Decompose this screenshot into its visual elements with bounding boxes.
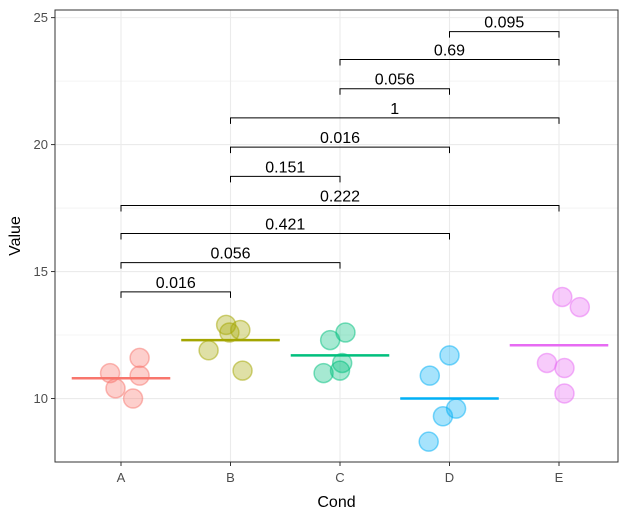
data-point [129, 365, 150, 386]
p-value-label: 0.016 [320, 130, 360, 147]
comparison-bracket [230, 146, 450, 154]
y-axis-title: Value [7, 216, 24, 256]
x-tick-label: A [117, 470, 126, 485]
data-marks [71, 286, 609, 452]
data-point [569, 296, 591, 318]
comparison-bracket [120, 262, 341, 269]
comparison-bracket [120, 291, 231, 298]
data-point [536, 352, 558, 374]
panel-border [54, 9, 619, 463]
data-point [105, 378, 126, 399]
data-point [232, 360, 253, 381]
x-tick-label: C [335, 470, 344, 485]
data-point [418, 431, 439, 452]
y-tick-label: 10 [34, 391, 48, 406]
comparison-bracket [120, 232, 450, 240]
data-point [230, 319, 251, 341]
x-tick-label: E [555, 470, 564, 485]
comparison-bracket [339, 59, 560, 66]
p-value-label: 0.421 [265, 216, 305, 233]
data-point [554, 357, 575, 379]
p-value-label: 0.69 [434, 43, 465, 60]
p-value-label: 0.222 [320, 189, 360, 206]
comparison-bracket [230, 117, 560, 124]
axes: 10 15 20 25 A B C D E [34, 10, 564, 485]
y-tick-label: 15 [34, 264, 48, 279]
data-point [313, 362, 334, 384]
x-axis-title: Cond [317, 494, 355, 511]
data-point [335, 322, 356, 343]
p-value-label: 0.056 [375, 72, 415, 89]
data-point [552, 286, 573, 308]
y-tick-label: 25 [34, 10, 48, 25]
p-value-label: 1 [390, 101, 399, 118]
p-value-label: 0.016 [156, 275, 196, 292]
comparison-bracket [339, 88, 450, 95]
comparison-bracket [120, 205, 560, 212]
comparison-bracket [230, 175, 341, 183]
data-point [198, 340, 219, 361]
comparison-brackets: 0.016 0.056 0.421 0.222 0.151 0.016 1 0.056 0.69… [120, 15, 560, 298]
p-value-label: 0.056 [210, 246, 250, 263]
p-value-label: 0.151 [265, 159, 305, 176]
p-value-label: 0.095 [484, 15, 524, 32]
comparison-bracket [449, 31, 560, 38]
y-tick-label: 20 [34, 137, 48, 152]
data-point [439, 345, 460, 366]
x-tick-label: D [445, 470, 454, 485]
data-point [554, 383, 575, 404]
grid [55, 10, 618, 462]
x-tick-label: B [226, 470, 235, 485]
data-point [445, 398, 467, 419]
data-point [419, 365, 441, 386]
data-point [129, 347, 150, 369]
data-point [331, 352, 353, 374]
data-point [329, 360, 351, 381]
data-point [122, 388, 144, 409]
